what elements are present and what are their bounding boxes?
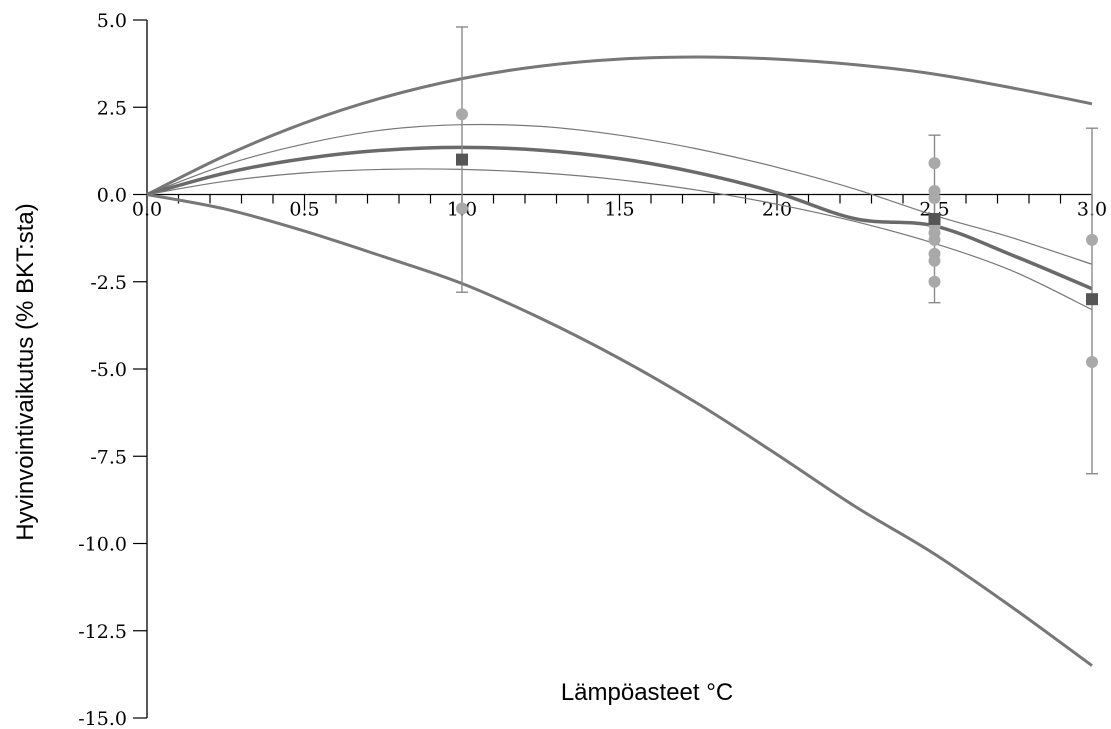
y-tick-label: -15.0 (78, 708, 127, 729)
mean-marker (1086, 293, 1098, 306)
y-tick-label: -7.5 (90, 446, 127, 468)
y-tick-label: -2.5 (90, 272, 127, 294)
estimate-point (928, 157, 941, 170)
curve-lower-confidence (146, 168, 1093, 311)
y-tick-label: -10.0 (78, 534, 127, 556)
plot-area: 5.0 2.5 0.0 -2.5 -5.0 -7.5 -10.0 -12.5 -15.0 0.0 0… (78, 10, 1107, 729)
estimate-point (928, 254, 941, 267)
estimate-point (456, 108, 468, 121)
y-tick-label: 0.0 (97, 185, 127, 207)
estimate-point (928, 191, 941, 204)
x-tick-label: 1.5 (604, 199, 634, 221)
x-tick-label: 2.0 (762, 199, 792, 221)
y-axis-label: Hyvinvointivaikutus (% BKT:sta) (12, 203, 39, 540)
estimate-point (928, 275, 941, 288)
estimate-point (928, 233, 941, 246)
estimate-point (456, 202, 468, 215)
mean-marker (928, 212, 941, 225)
curve-upper-bound (146, 55, 1093, 196)
y-tick-label: -12.5 (78, 621, 127, 643)
x-tick-label: 0.0 (132, 199, 162, 221)
y-tick-label: 2.5 (97, 97, 127, 119)
estimate-point (1086, 233, 1098, 246)
y-tick-label: 5.0 (97, 10, 127, 32)
curve-lower-bound (146, 193, 1093, 667)
x-axis-label: Lämpöasteet °C (561, 679, 733, 706)
x-tick-label: 0.5 (289, 199, 319, 221)
mean-marker (456, 153, 468, 166)
y-tick-label: -5.0 (90, 359, 127, 381)
estimate-point (1086, 356, 1098, 369)
